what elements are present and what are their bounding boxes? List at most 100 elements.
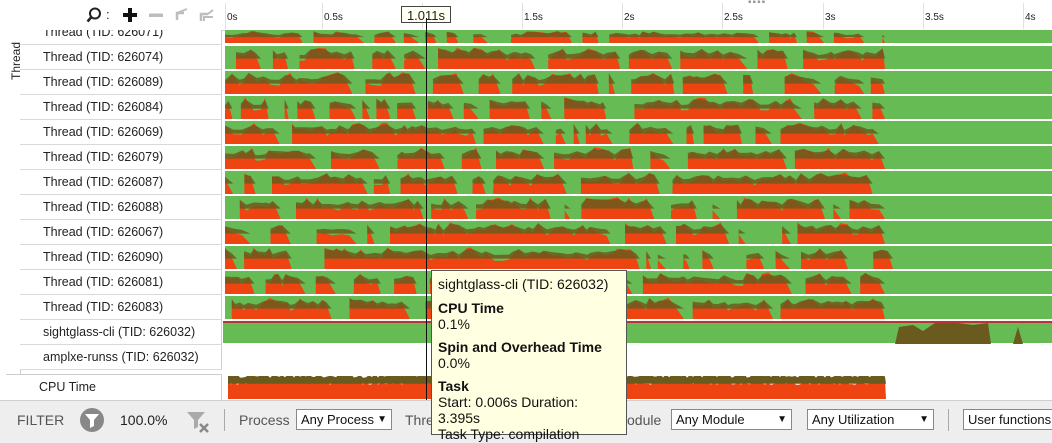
tooltip-spin-heading: Spin and Overhead Time bbox=[438, 339, 602, 355]
thread-row-track[interactable] bbox=[223, 46, 1052, 69]
spin-time-area bbox=[225, 48, 885, 59]
tooltip-spin-value: 0.0% bbox=[438, 355, 470, 371]
thread-row-label-text: Thread (TID: 626084) bbox=[43, 100, 164, 114]
thread-row-track[interactable] bbox=[223, 196, 1052, 219]
cursor-time-label: 1.011s bbox=[401, 6, 451, 23]
spin-time-area bbox=[225, 148, 885, 159]
remove-icon[interactable] bbox=[148, 7, 164, 23]
utilization-select[interactable]: Any Utilization ▼ bbox=[807, 409, 934, 430]
thread-row-label[interactable]: Thread (TID: 626084) bbox=[20, 95, 222, 120]
thread-row-label[interactable]: Thread (TID: 626088) bbox=[20, 195, 222, 220]
thread-row-track[interactable] bbox=[223, 30, 1052, 43]
chevron-down-icon: ▼ bbox=[377, 414, 387, 425]
thread-row-label[interactable]: Thread (TID: 626087) bbox=[20, 170, 222, 195]
filter-funnel-icon[interactable] bbox=[79, 407, 105, 433]
tooltip-title: sightglass-cli (TID: 626032) bbox=[438, 276, 609, 292]
thread-row-track[interactable] bbox=[223, 96, 1052, 119]
drag-handle[interactable]: ▪▪▪▪ bbox=[748, 0, 767, 8]
thread-row-label-text: Thread (TID: 626083) bbox=[43, 300, 164, 314]
thread-row-track[interactable] bbox=[223, 121, 1052, 144]
ruler-tick-label: 3.5s bbox=[925, 12, 944, 23]
cpu-usage-area bbox=[225, 97, 885, 119]
thread-row-track[interactable] bbox=[223, 71, 1052, 94]
running-band bbox=[223, 322, 1052, 343]
thread-tooltip: sightglass-cli (TID: 626032) CPU Time 0.… bbox=[431, 270, 627, 442]
thread-row-track[interactable] bbox=[223, 171, 1052, 194]
ruler-tick-label: 0s bbox=[227, 12, 238, 23]
cpu-time-track[interactable] bbox=[223, 376, 1052, 399]
thread-row-label[interactable]: Thread (TID: 626090) bbox=[20, 245, 222, 270]
ruler-tick-label: 3s bbox=[825, 12, 836, 23]
clear-filter-icon[interactable] bbox=[185, 409, 211, 435]
thread-row-label-text: Thread (TID: 626074) bbox=[43, 50, 164, 64]
thread-row-label[interactable]: amplxe-runss (TID: 626032) bbox=[20, 345, 222, 370]
spin-time-area bbox=[225, 72, 885, 84]
process-select[interactable]: Any Process ▼ bbox=[296, 409, 392, 430]
chevron-down-icon: ▼ bbox=[777, 414, 787, 425]
thread-row-track[interactable] bbox=[223, 221, 1052, 244]
thread-row-label-text: Thread (TID: 626079) bbox=[43, 150, 164, 164]
task-bar bbox=[223, 321, 1052, 323]
tooltip-task-heading: Task bbox=[438, 378, 469, 394]
thread-row-label[interactable]: Thread (TID: 626083) bbox=[20, 295, 222, 320]
tooltip-task-type: Task Type: compilation bbox=[438, 426, 580, 442]
ruler-tick-line bbox=[622, 3, 623, 29]
spin-time-area bbox=[225, 198, 885, 209]
ruler-tick-label: 1.5s bbox=[524, 12, 543, 23]
thread-row-track[interactable] bbox=[223, 321, 1052, 344]
toolbar-colon: : bbox=[106, 7, 110, 22]
filter-separator bbox=[224, 409, 225, 431]
time-cursor-line bbox=[426, 18, 427, 400]
thread-row-label-text: Thread (TID: 626089) bbox=[43, 75, 164, 89]
ruler-tick-line bbox=[1023, 3, 1024, 29]
thread-row-label[interactable]: Thread (TID: 626067) bbox=[20, 220, 222, 245]
ruler-tick-label: 2.5s bbox=[724, 12, 743, 23]
reset-zoom-icon[interactable] bbox=[199, 7, 215, 23]
thread-row-label-text: Thread (TID: 626088) bbox=[43, 200, 164, 214]
thread-row-label[interactable]: Thread (TID: 626069) bbox=[20, 120, 222, 145]
tooltip-cpu-value: 0.1% bbox=[438, 316, 470, 332]
tooltip-cpu-heading: CPU Time bbox=[438, 300, 504, 316]
undo-zoom-icon[interactable] bbox=[174, 7, 190, 23]
module-select[interactable]: Any Module ▼ bbox=[671, 409, 792, 430]
filter-label: FILTER bbox=[17, 412, 65, 428]
thread-row-label-text: Thread (TID: 626087) bbox=[43, 175, 164, 189]
filter-separator bbox=[948, 409, 949, 431]
running-band bbox=[225, 271, 1052, 294]
process-select-value: Any Process bbox=[301, 412, 374, 427]
spin-time-area bbox=[225, 98, 885, 109]
thread-row-label-text: amplxe-runss (TID: 626032) bbox=[43, 350, 199, 364]
ruler-tick-line bbox=[722, 3, 723, 29]
thread-row-label-text: sightglass-cli (TID: 626032) bbox=[43, 325, 196, 339]
ruler-tick-line bbox=[225, 3, 226, 29]
add-icon[interactable] bbox=[122, 7, 138, 23]
spin-time-area bbox=[225, 123, 886, 134]
search-icon[interactable] bbox=[86, 7, 102, 23]
ruler-tick-line bbox=[823, 3, 824, 29]
thread-row-track[interactable] bbox=[223, 271, 1052, 294]
thread-label: Thre bbox=[405, 412, 434, 428]
spin-time-area bbox=[225, 248, 893, 259]
spin-time-area bbox=[225, 31, 885, 38]
thread-row-label[interactable]: Thread (TID: 626071) bbox=[20, 30, 222, 45]
chevron-down-icon: ▼ bbox=[919, 414, 929, 425]
thread-row-track[interactable] bbox=[223, 146, 1052, 169]
thread-row-label[interactable]: Thread (TID: 626089) bbox=[20, 70, 222, 95]
thread-row-track[interactable] bbox=[223, 296, 1052, 319]
process-label: Process bbox=[239, 412, 290, 428]
thread-row-track[interactable] bbox=[223, 246, 1052, 269]
ruler-tick-line bbox=[923, 3, 924, 29]
thread-row-label[interactable]: Thread (TID: 626079) bbox=[20, 145, 222, 170]
timeline-toolbar: : bbox=[0, 0, 222, 30]
thread-row-label[interactable]: sightglass-cli (TID: 626032) bbox=[20, 320, 222, 345]
thread-row-label-text: Thread (TID: 626067) bbox=[43, 225, 164, 239]
functions-select[interactable]: User functions bbox=[963, 409, 1052, 430]
thread-row-track[interactable] bbox=[223, 346, 1052, 369]
grouping-label: Thread bbox=[6, 30, 23, 374]
tooltip-task-start-duration: Start: 0.006s Duration: 3.395s bbox=[438, 394, 579, 426]
cpu-time-label[interactable]: CPU Time bbox=[6, 374, 222, 400]
ruler-tick-label: 2s bbox=[624, 12, 635, 23]
thread-row-label[interactable]: Thread (TID: 626081) bbox=[20, 270, 222, 295]
thread-row-label[interactable]: Thread (TID: 626074) bbox=[20, 45, 222, 70]
